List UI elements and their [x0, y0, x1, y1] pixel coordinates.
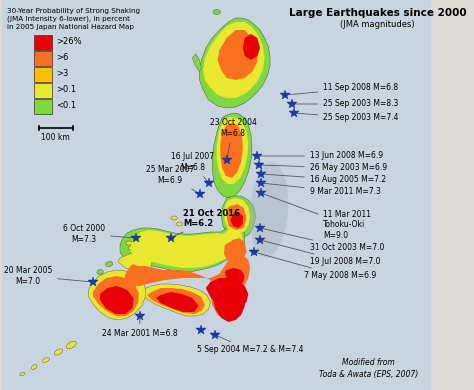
Text: 16 Aug 2005 M=7.2: 16 Aug 2005 M=7.2: [264, 174, 386, 184]
Text: in 2005 Japan National Hazard Map: in 2005 Japan National Hazard Map: [7, 24, 134, 30]
Text: 30-Year Probability of Strong Shaking: 30-Year Probability of Strong Shaking: [7, 8, 140, 14]
Polygon shape: [218, 30, 257, 80]
Polygon shape: [221, 196, 255, 238]
Polygon shape: [192, 54, 201, 72]
Ellipse shape: [213, 9, 220, 14]
Polygon shape: [220, 123, 243, 178]
Text: 23 Oct 2004
M=6.8: 23 Oct 2004 M=6.8: [210, 118, 256, 157]
Text: (JMA Intensity 6-lower), in percent: (JMA Intensity 6-lower), in percent: [7, 16, 130, 23]
Text: 20 Mar 2005
M=7.0: 20 Mar 2005 M=7.0: [4, 266, 90, 286]
Text: 11 Mar 2011
Tohoku-Oki
M=9.0: 11 Mar 2011 Tohoku-Oki M=9.0: [264, 194, 371, 240]
Polygon shape: [156, 292, 199, 312]
Text: 25 Sep 2003 M=7.4: 25 Sep 2003 M=7.4: [296, 113, 399, 122]
Text: 7 May 2008 M=6.9: 7 May 2008 M=6.9: [256, 253, 377, 280]
Ellipse shape: [97, 269, 103, 275]
Text: 9 Mar 2011 M=7.3: 9 Mar 2011 M=7.3: [264, 183, 381, 197]
Polygon shape: [225, 268, 245, 286]
Polygon shape: [210, 281, 245, 320]
Polygon shape: [118, 252, 153, 272]
Ellipse shape: [43, 358, 49, 362]
Polygon shape: [224, 238, 246, 264]
FancyBboxPatch shape: [2, 0, 431, 390]
Text: 25 Sep 2003 M=8.3: 25 Sep 2003 M=8.3: [294, 99, 399, 108]
Polygon shape: [125, 254, 250, 292]
Text: 6 Oct 2000
M=7.3: 6 Oct 2000 M=7.3: [63, 224, 134, 244]
Text: 31 Oct 2003 M=7.0: 31 Oct 2003 M=7.0: [263, 229, 384, 252]
Polygon shape: [120, 226, 245, 272]
Polygon shape: [131, 228, 243, 268]
Ellipse shape: [126, 241, 132, 245]
FancyBboxPatch shape: [34, 51, 52, 66]
FancyBboxPatch shape: [2, 0, 431, 390]
Ellipse shape: [31, 365, 37, 369]
Polygon shape: [212, 113, 252, 198]
Polygon shape: [227, 204, 246, 230]
Polygon shape: [217, 117, 248, 184]
Text: Large Earthquakes since 2000: Large Earthquakes since 2000: [289, 8, 466, 18]
Ellipse shape: [250, 163, 288, 257]
Ellipse shape: [106, 261, 113, 266]
Ellipse shape: [55, 349, 63, 355]
Ellipse shape: [128, 246, 135, 250]
Text: <0.1: <0.1: [56, 101, 76, 110]
Ellipse shape: [176, 222, 183, 226]
Text: 24 Mar 2001 M=6.8: 24 Mar 2001 M=6.8: [102, 319, 178, 339]
Ellipse shape: [171, 216, 177, 220]
Text: 26 May 2003 M=6.9: 26 May 2003 M=6.9: [262, 163, 387, 172]
Text: 11 Sep 2008 M=6.8: 11 Sep 2008 M=6.8: [288, 83, 399, 95]
Text: Modified from
Toda & Awata (EPS, 2007): Modified from Toda & Awata (EPS, 2007): [319, 358, 418, 379]
Text: >26%: >26%: [56, 37, 82, 46]
Polygon shape: [203, 22, 264, 98]
Text: 100 km: 100 km: [41, 133, 70, 142]
Polygon shape: [93, 276, 139, 316]
Polygon shape: [100, 286, 134, 314]
FancyBboxPatch shape: [34, 83, 52, 98]
Polygon shape: [213, 283, 245, 322]
Polygon shape: [88, 270, 146, 320]
Polygon shape: [230, 212, 243, 228]
Text: >0.1: >0.1: [56, 85, 76, 94]
Text: >6: >6: [56, 53, 68, 62]
Text: 25 Mar 2007
M=6.9: 25 Mar 2007 M=6.9: [146, 165, 197, 193]
Polygon shape: [147, 288, 205, 314]
Ellipse shape: [66, 341, 76, 349]
Ellipse shape: [186, 306, 191, 310]
FancyBboxPatch shape: [34, 99, 52, 114]
Text: 5 Sep 2004 M=7.2 & M=7.4: 5 Sep 2004 M=7.2 & M=7.4: [197, 334, 303, 355]
Text: 21 Oct 2016
M=6.2: 21 Oct 2016 M=6.2: [173, 209, 240, 237]
Text: 19 Jul 2008 M=7.0: 19 Jul 2008 M=7.0: [263, 241, 380, 266]
Text: (JMA magnitudes): (JMA magnitudes): [340, 20, 415, 29]
Polygon shape: [142, 284, 210, 316]
Polygon shape: [200, 18, 270, 108]
Text: 16 Jul 2007
M=6.8: 16 Jul 2007 M=6.8: [171, 152, 214, 181]
FancyBboxPatch shape: [34, 35, 52, 50]
Polygon shape: [243, 34, 260, 60]
Text: 13 Jun 2008 M=6.9: 13 Jun 2008 M=6.9: [260, 151, 383, 161]
Polygon shape: [224, 198, 250, 234]
Ellipse shape: [20, 372, 25, 376]
FancyBboxPatch shape: [34, 67, 52, 82]
Polygon shape: [206, 278, 248, 311]
Text: >3: >3: [56, 69, 68, 78]
